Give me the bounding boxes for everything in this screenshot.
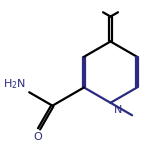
Text: O: O xyxy=(34,132,43,142)
Text: N: N xyxy=(113,105,122,115)
Text: H$_2$N: H$_2$N xyxy=(3,78,26,91)
